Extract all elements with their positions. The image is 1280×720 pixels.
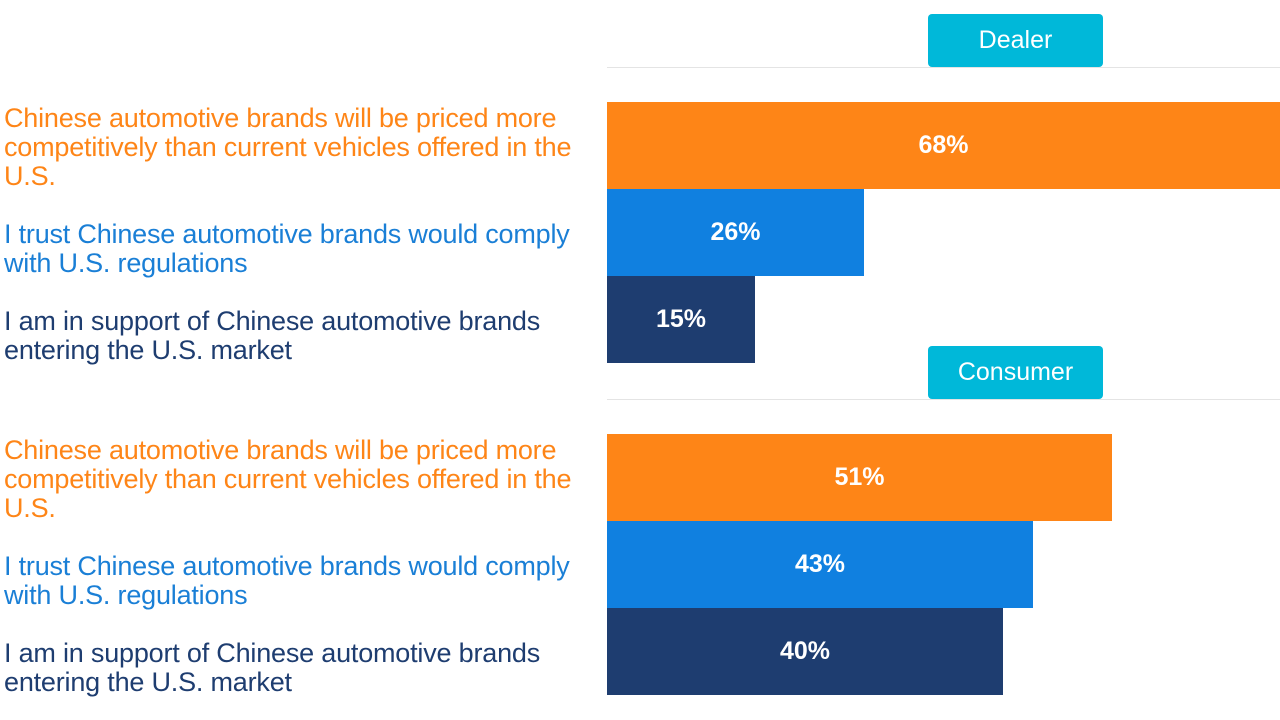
category-label-trust-regulations: I trust Chinese automotive brands would …: [4, 219, 570, 278]
dealer-divider: [607, 67, 1280, 68]
consumer-divider: [607, 399, 1280, 400]
consumer-panel: Consumer Chinese automotive brands will …: [0, 332, 1280, 697]
consumer-badge: Consumer: [928, 346, 1103, 399]
bar-trust-regulations: 43%: [607, 521, 1033, 608]
category-label-support-entering: I am in support of Chinese automotive br…: [4, 638, 540, 697]
dealer-panel: Dealer Chinese automotive brands will be…: [4, 14, 1280, 365]
category-label-trust-regulations: I trust Chinese automotive brands would …: [4, 551, 570, 610]
bar-priced-competitively: 68%: [607, 102, 1280, 189]
bar-support-entering: 15%: [607, 276, 755, 363]
category-label-priced-competitively: Chinese automotive brands will be priced…: [4, 103, 572, 191]
category-label-support-entering: I am in support of Chinese automotive br…: [4, 306, 540, 365]
bar-priced-competitively: 51%: [607, 434, 1112, 521]
category-label-priced-competitively: Chinese automotive brands will be priced…: [4, 435, 572, 523]
dealer-badge: Dealer: [928, 14, 1103, 67]
data-label: 26%: [710, 218, 761, 246]
data-label: 15%: [655, 305, 707, 333]
data-label: 68%: [918, 131, 969, 159]
data-label: 43%: [794, 550, 846, 578]
bar-support-entering: 40%: [607, 608, 1003, 695]
data-label: 51%: [834, 463, 885, 491]
data-label: 40%: [779, 637, 831, 665]
bar-trust-regulations: 26%: [607, 189, 864, 276]
